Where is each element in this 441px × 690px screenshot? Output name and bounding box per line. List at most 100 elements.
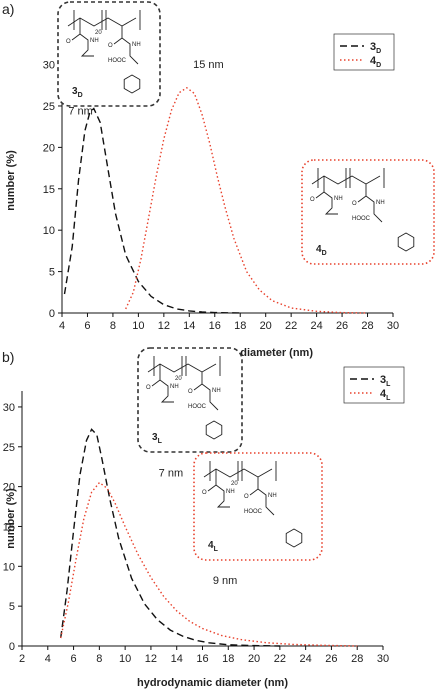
chart-panel-b: b)2 4 6 8 10 12 14 16 18 20 22 24 26 28 30051015202530… — [2, 347, 405, 689]
polymer-backbone — [311, 175, 381, 185]
x-tick-label: 10 — [132, 320, 144, 332]
y-axis-title: number (%) — [5, 150, 17, 211]
chart-panel-a: a)4681012141618202224262830051015202530h… — [2, 1, 435, 359]
structure-frame — [193, 452, 323, 561]
structure-frame — [301, 159, 435, 265]
legend-label: 3D — [370, 41, 381, 55]
y-tick-label: 10 — [3, 561, 15, 573]
y-tick-label: 5 — [49, 267, 55, 279]
y-tick-label: 5 — [9, 601, 15, 613]
atom-o: O — [146, 385, 151, 391]
atom-o: O — [66, 39, 71, 45]
x-tick-label: 10 — [119, 653, 131, 665]
x-tick-label: 14 — [183, 320, 195, 332]
aromatic-ring — [285, 528, 303, 548]
x-tick-label: 2 — [19, 653, 25, 665]
x-tick-label: 4 — [59, 320, 65, 332]
x-tick-label: 20 — [248, 653, 260, 665]
carboxyl-group: HOOC — [244, 509, 263, 515]
atom-nh: NH — [334, 196, 343, 202]
x-tick-label: 20 — [260, 320, 272, 332]
isopropyl-group — [323, 191, 338, 215]
series-line-3L — [60, 428, 280, 647]
series-line-4D — [125, 86, 368, 314]
carboxyl-group: HOOC — [188, 404, 207, 410]
legend-label: 4L — [380, 388, 391, 402]
amino-acid-chain — [365, 195, 383, 223]
size-annotation: 7 nm — [159, 467, 183, 479]
panel-letter: b) — [2, 349, 14, 365]
amino-acid-chain — [201, 383, 219, 411]
legend-box — [343, 366, 405, 404]
legend-label: 4D — [370, 55, 381, 69]
atom-nh: NH — [170, 384, 179, 390]
y-axis-title: number (%) — [5, 488, 17, 549]
y-tick-label: 15 — [43, 184, 55, 196]
y-tick-label: 10 — [43, 225, 55, 237]
repeat-subscript: 20 — [95, 30, 102, 36]
carboxyl-group: HOOC — [108, 58, 127, 64]
size-annotation: 9 nm — [213, 575, 237, 587]
atom-o: O — [108, 43, 113, 49]
x-tick-label: 14 — [171, 653, 183, 665]
x-tick-label: 16 — [209, 320, 221, 332]
x-tick-label: 26 — [336, 320, 348, 332]
structure-label: 4D — [316, 244, 327, 257]
atom-nh: NH — [226, 489, 235, 495]
legend-box — [333, 33, 395, 71]
polymer-backbone — [67, 17, 137, 27]
structure-frame — [57, 1, 161, 107]
amino-acid-chain — [121, 37, 139, 65]
aromatic-ring — [123, 74, 141, 94]
x-tick-label: 18 — [234, 320, 246, 332]
size-annotation: 15 nm — [193, 59, 224, 71]
x-tick-label: 28 — [361, 320, 373, 332]
x-tick-label: 22 — [285, 320, 297, 332]
panel-letter: a) — [2, 1, 14, 17]
polymer-backbone — [203, 468, 273, 478]
atom-nh: NH — [376, 200, 385, 206]
x-axis-title: hydrodynamic diameter (nm) — [137, 677, 288, 689]
y-tick-label: 15 — [3, 521, 15, 533]
atom-nh: NH — [268, 493, 277, 499]
amino-acid-chain — [257, 488, 275, 516]
x-tick-label: 24 — [310, 320, 322, 332]
x-tick-label: 22 — [274, 653, 286, 665]
y-tick-label: 20 — [3, 482, 15, 494]
y-tick-label: 0 — [9, 641, 15, 653]
aromatic-ring — [205, 420, 223, 440]
x-tick-label: 24 — [300, 653, 312, 665]
atom-o: O — [352, 201, 357, 207]
repeat-subscript: 20 — [175, 376, 182, 382]
series-line-3D — [63, 107, 241, 314]
atom-o: O — [202, 490, 207, 496]
polymer-backbone — [147, 363, 217, 373]
atom-nh: NH — [212, 388, 221, 394]
carboxyl-group: HOOC — [352, 216, 371, 222]
y-tick-label: 20 — [43, 142, 55, 154]
atom-nh: NH — [132, 42, 141, 48]
y-tick-label: 0 — [49, 308, 55, 320]
structure-label: 3L — [152, 432, 163, 445]
x-tick-label: 8 — [110, 320, 116, 332]
x-tick-label: 6 — [84, 320, 90, 332]
x-tick-label: 28 — [351, 653, 363, 665]
x-tick-label: 12 — [145, 653, 157, 665]
x-tick-label: 12 — [158, 320, 170, 332]
atom-o: O — [244, 494, 249, 500]
isopropyl-group — [159, 379, 174, 403]
y-tick-label: 25 — [3, 442, 15, 454]
aromatic-ring — [397, 232, 415, 252]
x-tick-label: 30 — [387, 320, 399, 332]
atom-o: O — [188, 389, 193, 395]
legend-label: 3L — [380, 374, 391, 388]
atom-o: O — [310, 197, 315, 203]
y-tick-label: 25 — [43, 101, 55, 113]
atom-nh: NH — [90, 38, 99, 44]
structure-label: 4L — [208, 540, 219, 553]
y-tick-label: 30 — [3, 402, 15, 414]
isopropyl-group — [79, 33, 94, 57]
x-tick-label: 16 — [196, 653, 208, 665]
